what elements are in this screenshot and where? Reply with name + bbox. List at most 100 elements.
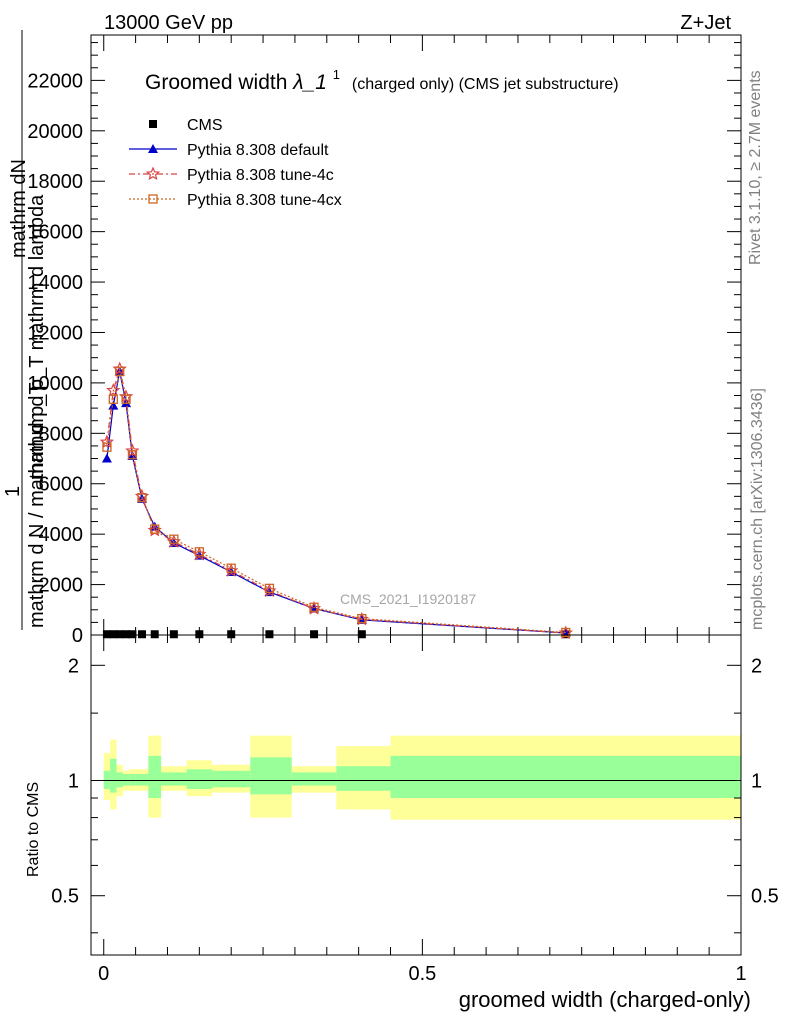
ratio-ytick-label-left: 1 [68, 771, 79, 793]
ratio-ytick-label-left: 0.5 [51, 886, 79, 908]
xlabel: groomed width (charged-only) [459, 987, 751, 1012]
ylabel-frac-num: 1 [2, 486, 24, 497]
data-point-pythia-8-308-tune-4cx [150, 524, 160, 534]
data-point-pythia-8-308-tune-4c [125, 443, 140, 458]
legend-marker-pythia-8-308-tune-4cx [148, 194, 158, 204]
ratio-ytick-labels: 0.5 0.5 1 1 2 2 [51, 655, 779, 907]
ratio-xtick-labels: 0 0.5 1 [98, 963, 746, 985]
mcplots-label: mcplots.cern.ch [arXiv:1306.3436] [749, 388, 766, 630]
title-superscript: 1 [333, 67, 340, 82]
legend-label-pythia-8-308-tune-4c: Pythia 8.308 tune-4c [187, 167, 334, 184]
main-ytick-labels: 0 2000 4000 6000 8000 10000 12000 14000 16000 180… [27, 70, 83, 647]
series-line-pythia-8-308-default [106, 371, 566, 634]
main-ytick-label: 12000 [27, 322, 83, 344]
ratio-band-inner [135, 773, 149, 786]
data-point-cms [195, 630, 204, 639]
main-ytick-label: 22000 [27, 70, 83, 92]
data-point-cms [128, 630, 137, 639]
plot-title: Groomed width λ_1 1 (charged only) (CMS … [145, 61, 619, 94]
main-panel: 0 2000 4000 6000 8000 10000 12000 14000 16000 180… [2, 30, 742, 647]
energy-label: 13000 GeV pp [104, 12, 233, 34]
legend-marker-pythia-8-308-tune-4c [145, 166, 161, 181]
data-point-cms [169, 630, 178, 639]
data-point-pythia-8-308-tune-4cx [309, 602, 319, 612]
data-point-cms [150, 630, 159, 639]
ratio-band-inner [250, 757, 292, 795]
main-ytick-label: 4000 [39, 524, 84, 546]
ratio-band-inner [186, 769, 213, 790]
data-point-cms [109, 630, 118, 639]
legend-label-pythia-8-308-default: Pythia 8.308 default [187, 142, 329, 159]
data-point-cms [122, 630, 131, 639]
data-point-pythia-8-308-tune-4cx [169, 534, 179, 544]
title-suffix: (charged only) (CMS jet substructure) [352, 76, 619, 93]
data-point-pythia-8-308-tune-4cx [102, 442, 112, 452]
main-series [99, 361, 574, 640]
ylabel-top: mathrm dN [8, 159, 30, 258]
ratio-xtick-label: 1 [735, 963, 746, 985]
data-point-pythia-8-308-default [101, 453, 112, 463]
main-ytick-label: 10000 [27, 373, 83, 395]
legend-marker-pythia-8-308-default [148, 144, 158, 153]
ratio-band-inner [129, 773, 136, 786]
data-point-pythia-8-308-tune-4cx [127, 450, 138, 460]
ratio-ytick-label-right: 1 [751, 771, 762, 793]
ratio-band-inner [291, 772, 337, 786]
ratio-band-inner [103, 770, 111, 790]
legend-marker-cms [149, 120, 157, 128]
ratio-band-inner [110, 758, 117, 793]
ylabel-mid: mathrm d p_T mathrm d lambda [26, 194, 48, 480]
ylabel-bottom: mathrm d N / mathrm d p_T [26, 382, 48, 628]
ratio-panel: 0.5 0.51 12 2 0 0.5 1 Ratio to CMS groomed wi… [25, 634, 779, 1012]
title-main: Groomed width [145, 71, 287, 94]
ratio-band-inner [390, 755, 741, 799]
main-ytick-label: 20000 [27, 121, 83, 143]
legend: CMS Pythia 8.308 default Pythia 8.308 tune… [129, 117, 342, 209]
data-point-cms [115, 630, 124, 639]
main-ytick-label: 0 [72, 625, 83, 647]
data-point-pythia-8-308-default [108, 400, 119, 410]
ratio-ytick-label-left: 2 [68, 655, 79, 677]
ratio-band-inner [148, 755, 162, 799]
ratio-band-inner [336, 766, 391, 791]
data-point-pythia-8-308-tune-4cx [108, 394, 118, 404]
ratio-ticks [91, 635, 742, 955]
series-pythia-8-308-default [101, 366, 571, 637]
series-line-pythia-8-308-tune-4c [106, 366, 566, 634]
ratio-xtick-label: 0.5 [408, 963, 436, 985]
ratio-bands [103, 735, 741, 820]
ratio-ylabel: Ratio to CMS [25, 782, 42, 877]
data-point-pythia-8-308-tune-4cx [561, 627, 571, 638]
series-pythia-8-308-tune-4c [99, 361, 574, 640]
ratio-ytick-label-right: 0.5 [751, 886, 779, 908]
main-ytick-label: 8000 [39, 423, 84, 445]
ratio-ytick-label-right: 2 [751, 655, 762, 677]
main-ytick-label: 2000 [39, 575, 84, 597]
legend-label-cms: CMS [187, 117, 223, 134]
series-pythia-8-308-tune-4cx [102, 366, 571, 638]
main-ytick-label: 6000 [39, 474, 84, 496]
ratio-frame [90, 634, 742, 956]
data-point-pythia-8-308-tune-4c [106, 382, 121, 397]
data-point-cms [102, 630, 111, 639]
ratio-band-inner [212, 770, 251, 788]
data-point-pythia-8-308-tune-4cx [357, 613, 367, 624]
ratio-xtick-label: 0 [98, 963, 109, 985]
data-point-cms [357, 630, 366, 639]
series-line-pythia-8-308-tune-4cx [106, 371, 566, 634]
main-ytick-label: 18000 [27, 171, 83, 193]
data-point-cms [265, 630, 274, 639]
data-point-pythia-8-308-tune-4cx [264, 583, 275, 594]
data-point-pythia-8-308-tune-4cx [121, 394, 131, 404]
data-point-pythia-8-308-tune-4cx [194, 547, 204, 557]
ratio-band-inner [161, 772, 187, 786]
series-cms [102, 630, 570, 639]
title-symbol: λ_1 [292, 71, 327, 94]
ratio-band-inner [116, 772, 123, 788]
data-point-pythia-8-308-tune-4cx [115, 366, 125, 377]
data-point-pythia-8-308-tune-4cx [137, 492, 147, 503]
legend-label-pythia-8-308-tune-4cx: Pythia 8.308 tune-4cx [187, 192, 342, 209]
rivet-label: Rivet 3.1.10, ≥ 2.7M events [747, 70, 764, 265]
data-point-pythia-8-308-tune-4cx [226, 563, 236, 573]
